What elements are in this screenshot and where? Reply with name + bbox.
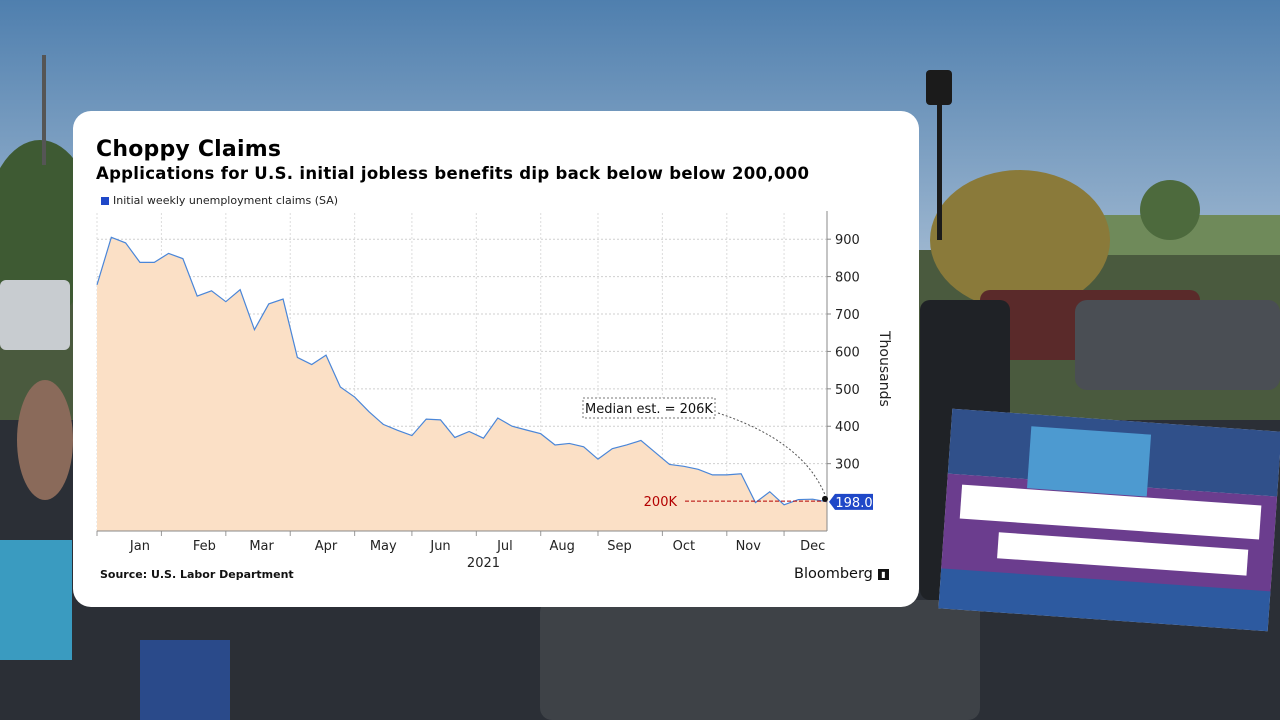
last-value-tag (829, 493, 873, 510)
claims-chart: 300 400 500 600 700 800 900 Thousands Jan Feb Mar A… (96, 211, 892, 571)
bloomberg-terminal-icon: ▮ (877, 568, 889, 580)
data-point (568, 442, 571, 445)
data-point (153, 261, 156, 264)
data-point (396, 429, 399, 432)
x-tick-label: Jan (129, 539, 150, 554)
data-point (582, 445, 585, 448)
data-point (267, 302, 270, 305)
legend-swatch (101, 196, 109, 205)
x-tick-label: May (370, 539, 397, 554)
y-tick-label: 600 (835, 345, 860, 360)
x-tick-label: Dec (800, 539, 825, 554)
data-point (725, 473, 728, 476)
data-point (611, 447, 614, 450)
data-point (224, 300, 227, 303)
data-point (740, 472, 743, 475)
data-point (625, 443, 628, 446)
data-point (511, 425, 514, 428)
reference-line-label: 200K (644, 495, 678, 510)
data-point (110, 236, 113, 239)
data-point (282, 298, 285, 301)
x-tick-label: Apr (315, 539, 338, 554)
data-point (554, 443, 557, 446)
last-value-label: 198.0 (835, 496, 872, 511)
data-point (181, 257, 184, 260)
data-point (711, 473, 714, 476)
y-axis-title: Thousands (876, 330, 892, 407)
data-point (210, 289, 213, 292)
data-point (811, 498, 814, 501)
bloomberg-logo: Bloomberg ▮ (794, 566, 889, 582)
annotation-box (582, 397, 716, 419)
data-point (310, 363, 313, 366)
x-tick-label: Jul (496, 539, 513, 554)
data-point (596, 458, 599, 461)
annotation-text: Median est. = 206K (585, 402, 713, 417)
data-point (124, 241, 127, 244)
x-tick-label: Oct (673, 539, 695, 554)
y-tick-label: 400 (835, 420, 860, 435)
data-point (639, 439, 642, 442)
source-note: Source: U.S. Labor Department (100, 568, 294, 581)
data-point (96, 283, 99, 286)
x-tick-label: Nov (736, 539, 762, 554)
data-point (339, 385, 342, 388)
x-tick-label: Sep (607, 539, 632, 554)
x-tick-label: Feb (193, 539, 216, 554)
series-line (96, 236, 828, 506)
data-point (196, 295, 199, 298)
data-point (353, 396, 356, 399)
series-area (97, 237, 827, 531)
data-point (654, 451, 657, 454)
y-tick-label: 900 (835, 233, 860, 248)
data-point (382, 423, 385, 426)
data-point (783, 503, 786, 506)
annotation-leader (717, 412, 826, 496)
chart-card: 300 400 500 600 700 800 900 Thousands Jan Feb Mar A… (73, 111, 919, 607)
data-point (239, 288, 242, 291)
median-estimate-point (822, 495, 828, 502)
y-tick-label: 300 (835, 458, 860, 473)
data-point (425, 418, 428, 421)
data-point (138, 261, 141, 264)
data-point (525, 428, 528, 431)
data-point (768, 490, 771, 493)
y-tick-label: 700 (835, 308, 860, 323)
data-point (682, 465, 685, 468)
data-point (167, 252, 170, 255)
chart-subtitle: Applications for U.S. initial jobless be… (96, 164, 810, 183)
data-point (253, 328, 256, 331)
data-point (410, 434, 413, 437)
data-point (539, 432, 542, 435)
chart-title: Choppy Claims (96, 137, 282, 162)
y-tick-label: 500 (835, 383, 860, 398)
x-tick-label: Aug (550, 539, 575, 554)
data-point (296, 356, 299, 359)
chart-legend: Initial weekly unemployment claims (SA) (101, 194, 338, 207)
y-tick-label: 800 (835, 271, 860, 286)
legend-label: Initial weekly unemployment claims (SA) (113, 194, 339, 207)
data-point (367, 410, 370, 413)
x-year-label: 2021 (467, 556, 500, 571)
data-point (482, 437, 485, 440)
data-point (453, 436, 456, 439)
data-point (325, 354, 328, 357)
data-point (697, 468, 700, 471)
x-tick-label: Mar (249, 539, 274, 554)
x-tick-label: Jun (429, 539, 450, 554)
data-point (468, 430, 471, 433)
data-point (668, 463, 671, 466)
data-point (496, 417, 499, 420)
brand-name: Bloomberg (794, 566, 873, 582)
data-point (439, 418, 442, 421)
